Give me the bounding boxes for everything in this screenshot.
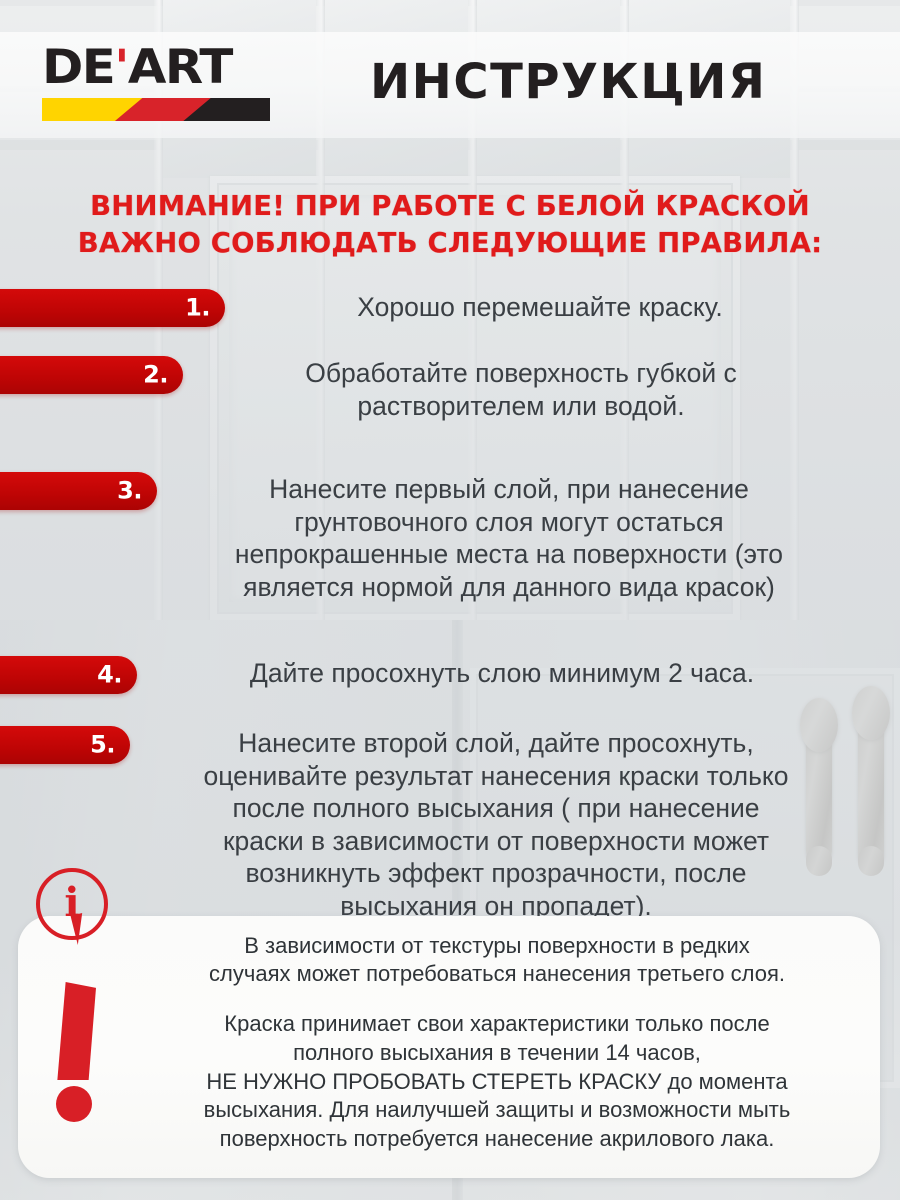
step-number-label: 1. (185, 293, 210, 322)
exclamation-mark-icon (50, 982, 96, 1122)
step-text-line: Нанесите второй слой, дайте просохнуть, (238, 728, 754, 758)
info-line: В зависимости от текстуры поверхности в … (244, 933, 750, 958)
step-text-line: возникнуть эффект прозрачности, после (245, 858, 747, 889)
page-title: ИНСТРУКЦИЯ (370, 54, 767, 110)
warning-line-2: ВАЖНО СОБЛЮДАТЬ СЛЕДУЮЩИЕ ПРАВИЛА: (77, 226, 823, 259)
info-line: случаях может потребоваться нанесения тр… (209, 961, 785, 987)
step-number-pill: 4. (0, 656, 137, 694)
step-number-label: 4. (97, 660, 122, 689)
info-bubble-ring (36, 868, 108, 940)
step-text-line: краски в зависимости от поверхности може… (222, 825, 770, 856)
brand-logo-wordmark: DE'ART (42, 44, 284, 91)
step-number-pill: 3. (0, 472, 157, 510)
step-text-line: оценивайте результат нанесения краски то… (203, 760, 789, 791)
info-bubble-letter: i (64, 879, 80, 926)
step-item: 3. Нанесите первый слой, при нанесение г… (0, 468, 900, 640)
step-text: Дайте просохнуть слою минимум 2 часа. (0, 652, 900, 690)
step-text-line: грунтовочного слоя могут остаться (294, 506, 724, 537)
step-item: 4. Дайте просохнуть слою минимум 2 часа. (0, 652, 900, 708)
info-line: высыхания. Для наилучшей защиты и возмож… (203, 1097, 791, 1123)
step-text-line: после полного высыхания ( при нанесение (232, 793, 760, 824)
warning-line-1: ВНИМАНИЕ! ПРИ РАБОТЕ С БЕЛОЙ КРАСКОЙ (90, 190, 810, 222)
step-number-pill: 2. (0, 356, 183, 394)
brand-logo: DE'ART (42, 44, 270, 121)
info-line: полного высыхания в течении 14 часов, (293, 1039, 701, 1065)
step-number-label: 2. (143, 360, 168, 389)
step-text-line: растворителем или водой. (357, 390, 685, 421)
step-item: 2. Обработайте поверхность губкой с раст… (0, 352, 900, 454)
info-note-block-2: Краска принимает свои характеристики тол… (114, 988, 880, 1153)
step-number-pill: 1. (0, 289, 225, 327)
step-number-label: 3. (117, 476, 142, 505)
exclamation-bar (57, 982, 96, 1080)
step-text: Обработайте поверхность губкой с раствор… (0, 352, 900, 422)
logo-apostrophe: ' (114, 40, 129, 95)
info-line: НЕ НУЖНО ПРОБОВАТЬ СТЕРЕТЬ КРАСКУ до мом… (206, 1068, 788, 1094)
step-text: Нанесите второй слой, дайте просохнуть, … (0, 722, 900, 923)
logo-text-art: ART (127, 40, 233, 95)
steps-list: 1. Хорошо перемешайте краску. 2. Обработ… (0, 282, 900, 952)
step-item: 5. Нанесите второй слой, дайте просохнут… (0, 722, 900, 952)
step-text-line: Дайте просохнуть слою минимум 2 часа. (249, 658, 755, 688)
step-text-line: Хорошо перемешайте краску. (357, 292, 723, 322)
warning-headline: ВНИМАНИЕ! ПРИ РАБОТЕ С БЕЛОЙ КРАСКОЙ ВАЖ… (0, 188, 900, 261)
info-panel: В зависимости от текстуры поверхности в … (18, 916, 880, 1178)
info-line: Краска принимает свои характеристики тол… (224, 1011, 770, 1037)
info-bubble-icon: i (36, 868, 108, 946)
header-band: DE'ART ИНСТРУКЦИЯ (0, 32, 900, 138)
step-text-line: непрокрашенные места на поверхности (это (234, 539, 784, 570)
step-text: Нанесите первый слой, при нанесение грун… (0, 468, 900, 603)
step-text-line: Нанесите первый слой, при нанесение (269, 474, 749, 504)
step-item: 1. Хорошо перемешайте краску. (0, 282, 900, 338)
logo-text-de: DE (42, 40, 116, 95)
step-text-line: Обработайте поверхность губкой с (305, 358, 737, 388)
info-line: поверхность потребуется нанесение акрило… (219, 1125, 775, 1151)
step-text-line: является нормой для данного вида красок) (243, 571, 775, 602)
step-text-line: высыхания он пропадет). (340, 890, 652, 921)
step-text: Хорошо перемешайте краску. (0, 282, 900, 324)
info-note-block-1: В зависимости от текстуры поверхности в … (114, 916, 880, 988)
step-number-pill: 5. (0, 726, 130, 764)
exclamation-dot (56, 1086, 92, 1122)
logo-bar-dark-segment (183, 98, 270, 121)
info-panel-text: В зависимости от текстуры поверхности в … (114, 916, 880, 1153)
brand-logo-tricolor-bar (42, 98, 270, 121)
step-number-label: 5. (90, 730, 115, 759)
